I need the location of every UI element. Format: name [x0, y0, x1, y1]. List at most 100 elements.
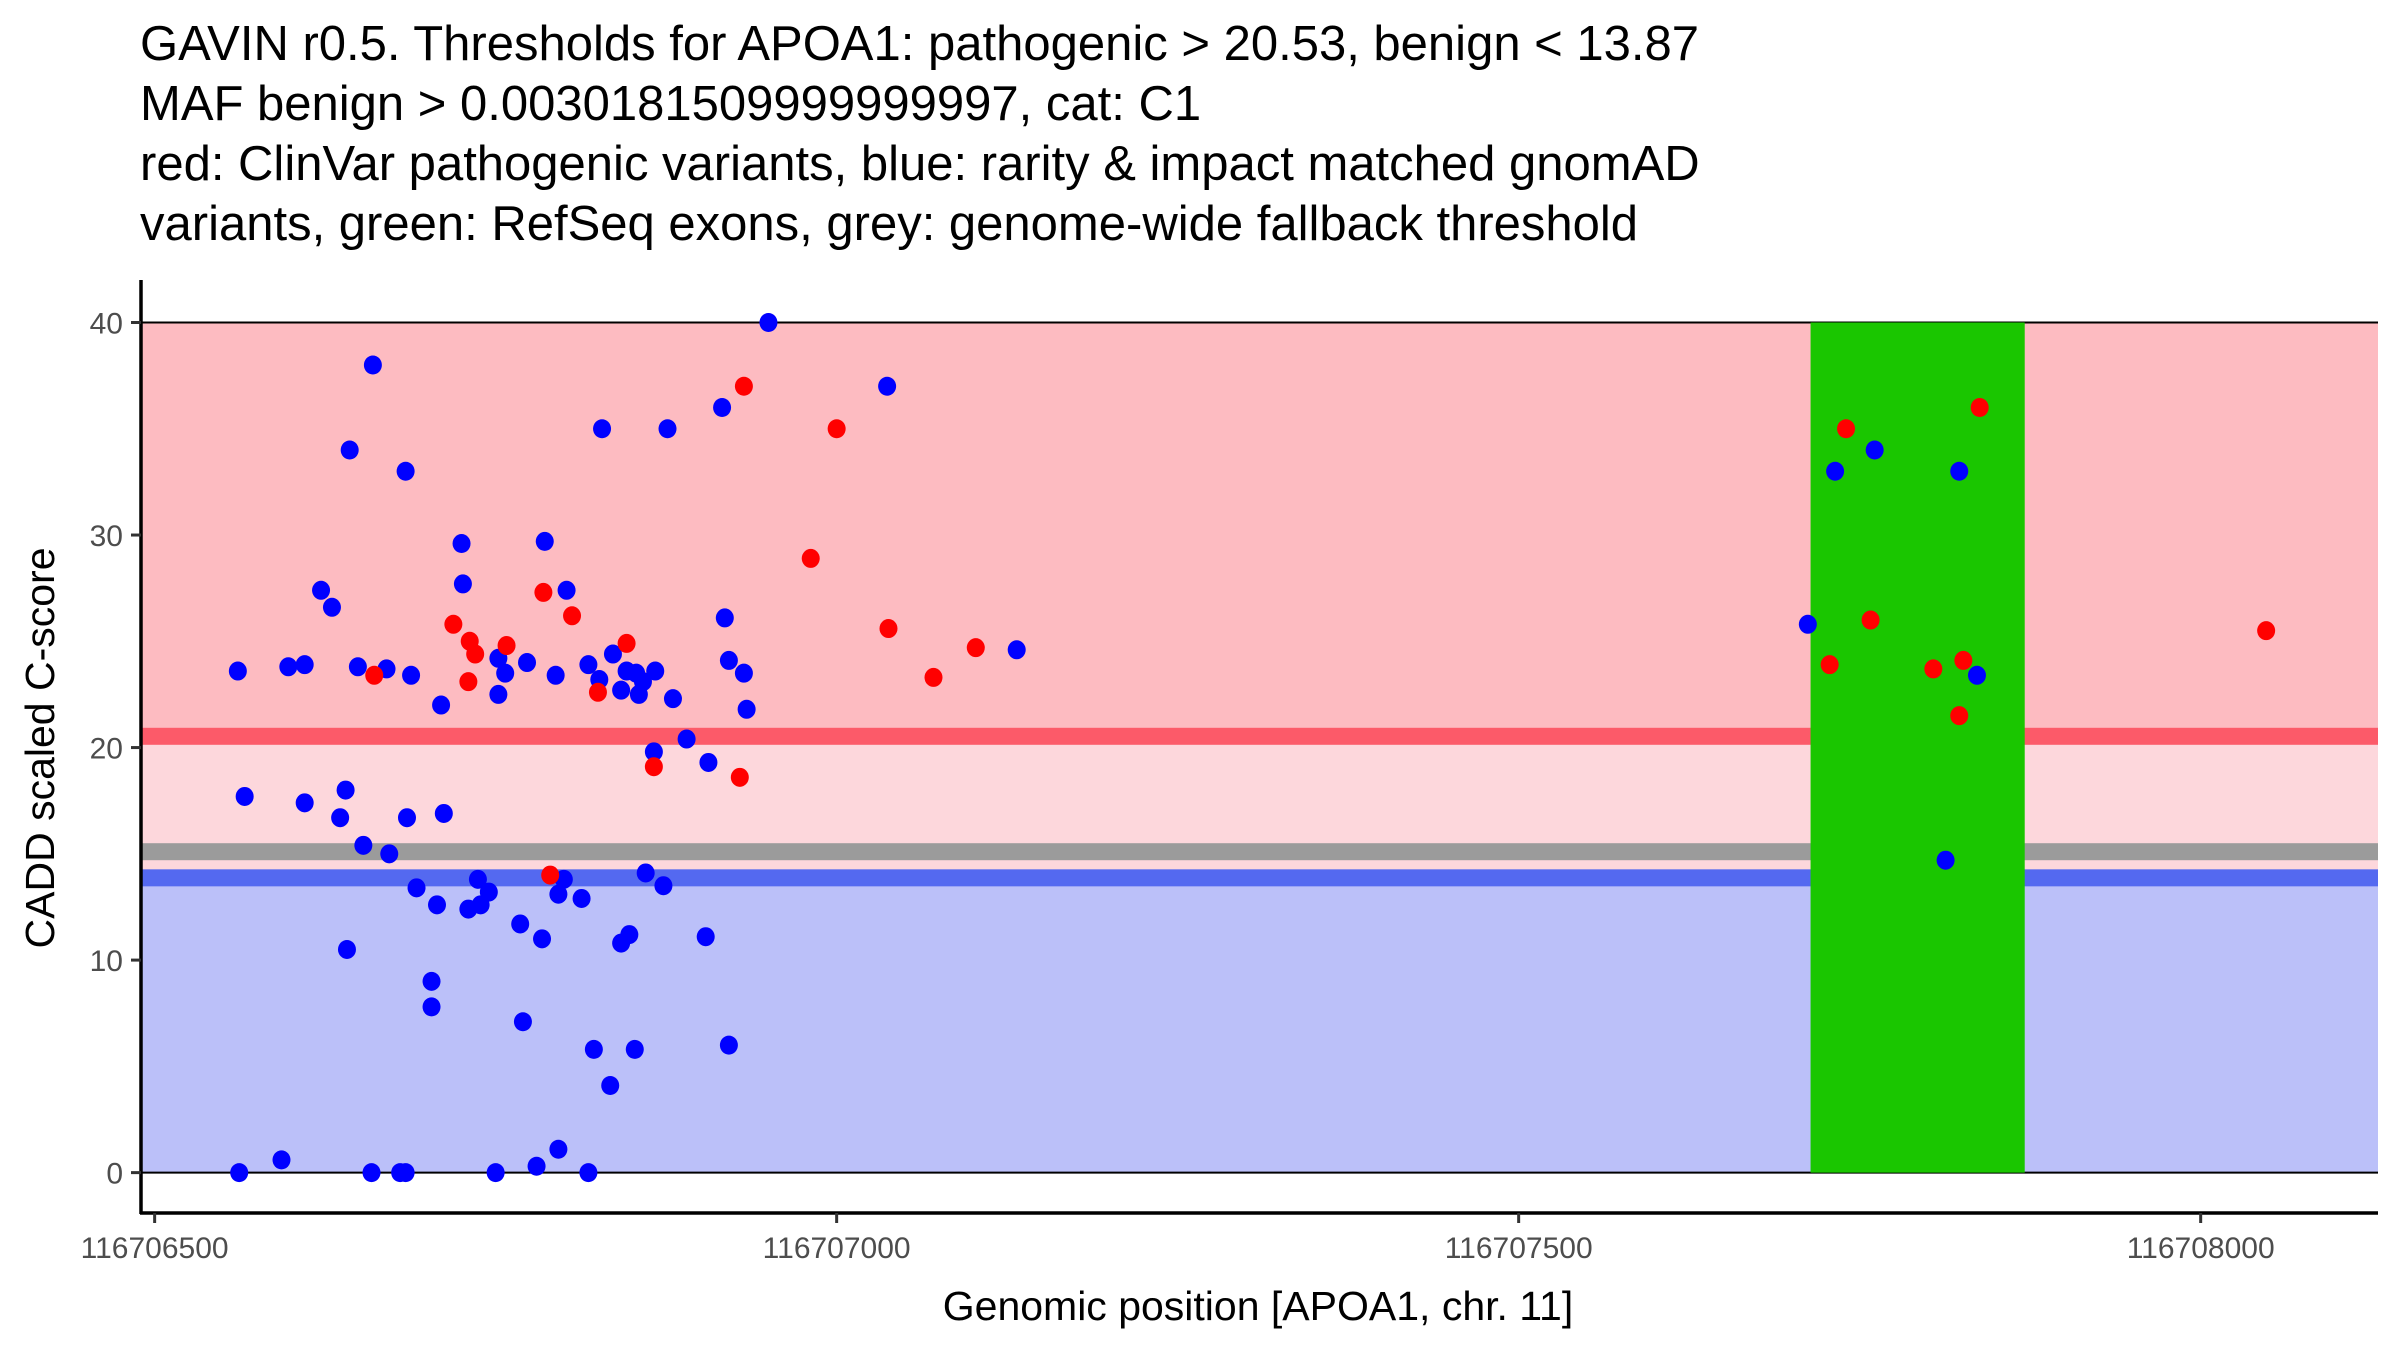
- gnomad-point: [432, 695, 451, 715]
- gnomad-point: [511, 914, 530, 934]
- gnomad-point: [636, 863, 655, 883]
- gnomad-point: [715, 608, 734, 628]
- gnomad-point: [518, 653, 537, 673]
- clinvar-point: [1950, 706, 1969, 726]
- pathogenic-threshold-line: [141, 727, 2378, 745]
- gnomad-point: [535, 531, 554, 551]
- clinvar-point: [497, 636, 516, 656]
- gnomad-point: [340, 440, 359, 460]
- gnomad-point: [1865, 440, 1884, 460]
- gnomad-point: [1950, 461, 1969, 481]
- gnomad-point: [422, 997, 441, 1017]
- title-line-2: MAF benign > 0.0030181509999999997, cat:…: [140, 77, 1202, 131]
- gnomad-point: [453, 574, 472, 594]
- gnomad-point: [479, 882, 498, 902]
- gnomad-point: [658, 419, 677, 439]
- threshold-regions: [141, 321, 2378, 1174]
- gnomad-point: [468, 869, 487, 889]
- gnomad-point: [759, 313, 778, 333]
- gnomad-point: [713, 398, 732, 418]
- clinvar-point: [644, 757, 663, 777]
- clinvar-point: [534, 582, 553, 602]
- clinvar-point: [801, 548, 820, 568]
- exon-regions: [1810, 322, 2025, 1173]
- clinvar-point: [734, 376, 753, 396]
- y-tick-label: 10: [90, 945, 123, 978]
- data-points: [228, 313, 2276, 1183]
- clinvar-point: [827, 419, 846, 439]
- gnomad-point: [322, 597, 341, 617]
- clinvar-point: [1924, 659, 1943, 679]
- y-axis-title: CADD scaled C-score: [17, 548, 63, 949]
- clinvar-point: [924, 667, 943, 687]
- exon-region: [1810, 322, 2025, 1173]
- gnomad-point: [620, 925, 639, 945]
- gnomad-point: [612, 680, 631, 700]
- clinvar-point: [730, 767, 749, 787]
- gnomad-point: [489, 684, 508, 704]
- gnomad-point: [486, 1163, 505, 1183]
- x-tick-label: 116707000: [763, 1232, 911, 1265]
- gnomad-point: [734, 663, 753, 683]
- chart-title: GAVIN r0.5. Thresholds for APOA1: pathog…: [140, 14, 1700, 254]
- y-tick-label: 0: [106, 1158, 123, 1191]
- pathogenic-region: [141, 322, 2378, 737]
- gnomad-point: [331, 808, 350, 828]
- gnomad-point: [1826, 461, 1845, 481]
- gnomad-point: [644, 742, 663, 762]
- gnomad-point: [228, 661, 247, 681]
- gnomad-point: [663, 689, 682, 709]
- title-line-1: GAVIN r0.5. Thresholds for APOA1: pathog…: [140, 17, 1700, 71]
- gnomad-point: [279, 657, 298, 677]
- gnomad-point: [230, 1163, 249, 1183]
- gnomad-point: [336, 780, 355, 800]
- clinvar-point: [966, 638, 985, 658]
- gnomad-point: [699, 752, 718, 772]
- clinvar-point: [588, 682, 607, 702]
- axes: 0 10 20 30 40 116706500 116707000 116707500 1167…: [81, 280, 2378, 1265]
- gnomad-point: [312, 580, 331, 600]
- gnomad-point: [549, 884, 568, 904]
- clinvar-point: [1837, 419, 1856, 439]
- gnomad-point: [452, 534, 471, 554]
- gnomad-point: [295, 793, 314, 813]
- gnomad-point: [878, 376, 897, 396]
- clinvar-point: [466, 644, 485, 664]
- y-tick-label: 20: [90, 733, 123, 766]
- clinvar-point: [444, 614, 463, 634]
- gnomad-point: [654, 876, 673, 896]
- gnomad-point: [1798, 614, 1817, 634]
- x-axis-title: Genomic position [APOA1, chr. 11]: [943, 1283, 1574, 1329]
- gnomad-point: [546, 665, 565, 685]
- gnomad-point: [719, 650, 738, 670]
- gnomad-point: [513, 1012, 532, 1032]
- gnomad-point: [646, 661, 665, 681]
- gnomad-point: [348, 657, 367, 677]
- gnomad-point: [527, 1156, 546, 1176]
- gnomad-point: [1967, 665, 1986, 685]
- clinvar-point: [1954, 650, 1973, 670]
- gnomad-point: [363, 355, 382, 375]
- gnomad-point: [407, 878, 426, 898]
- gnomad-point: [496, 663, 515, 683]
- gnomad-point: [593, 419, 612, 439]
- gnomad-point: [380, 844, 399, 864]
- clinvar-point: [1820, 655, 1839, 675]
- clinvar-point: [563, 606, 582, 626]
- gnomad-point: [557, 580, 576, 600]
- gnomad-point: [633, 672, 652, 692]
- gnomad-point: [572, 888, 591, 908]
- fallback-threshold-line: [141, 843, 2378, 861]
- clinvar-point: [2257, 621, 2276, 641]
- clinvar-point: [1970, 398, 1989, 418]
- gnomad-point: [434, 803, 453, 823]
- clinvar-point: [617, 633, 636, 653]
- title-line-3: red: ClinVar pathogenic variants, blue: …: [140, 137, 1700, 191]
- gnomad-point: [601, 1075, 620, 1095]
- gnomad-point: [584, 1039, 603, 1059]
- gnomad-point: [579, 1163, 598, 1183]
- clinvar-point: [459, 672, 478, 692]
- gnomad-point: [295, 655, 314, 675]
- y-tick-label: 40: [90, 308, 123, 341]
